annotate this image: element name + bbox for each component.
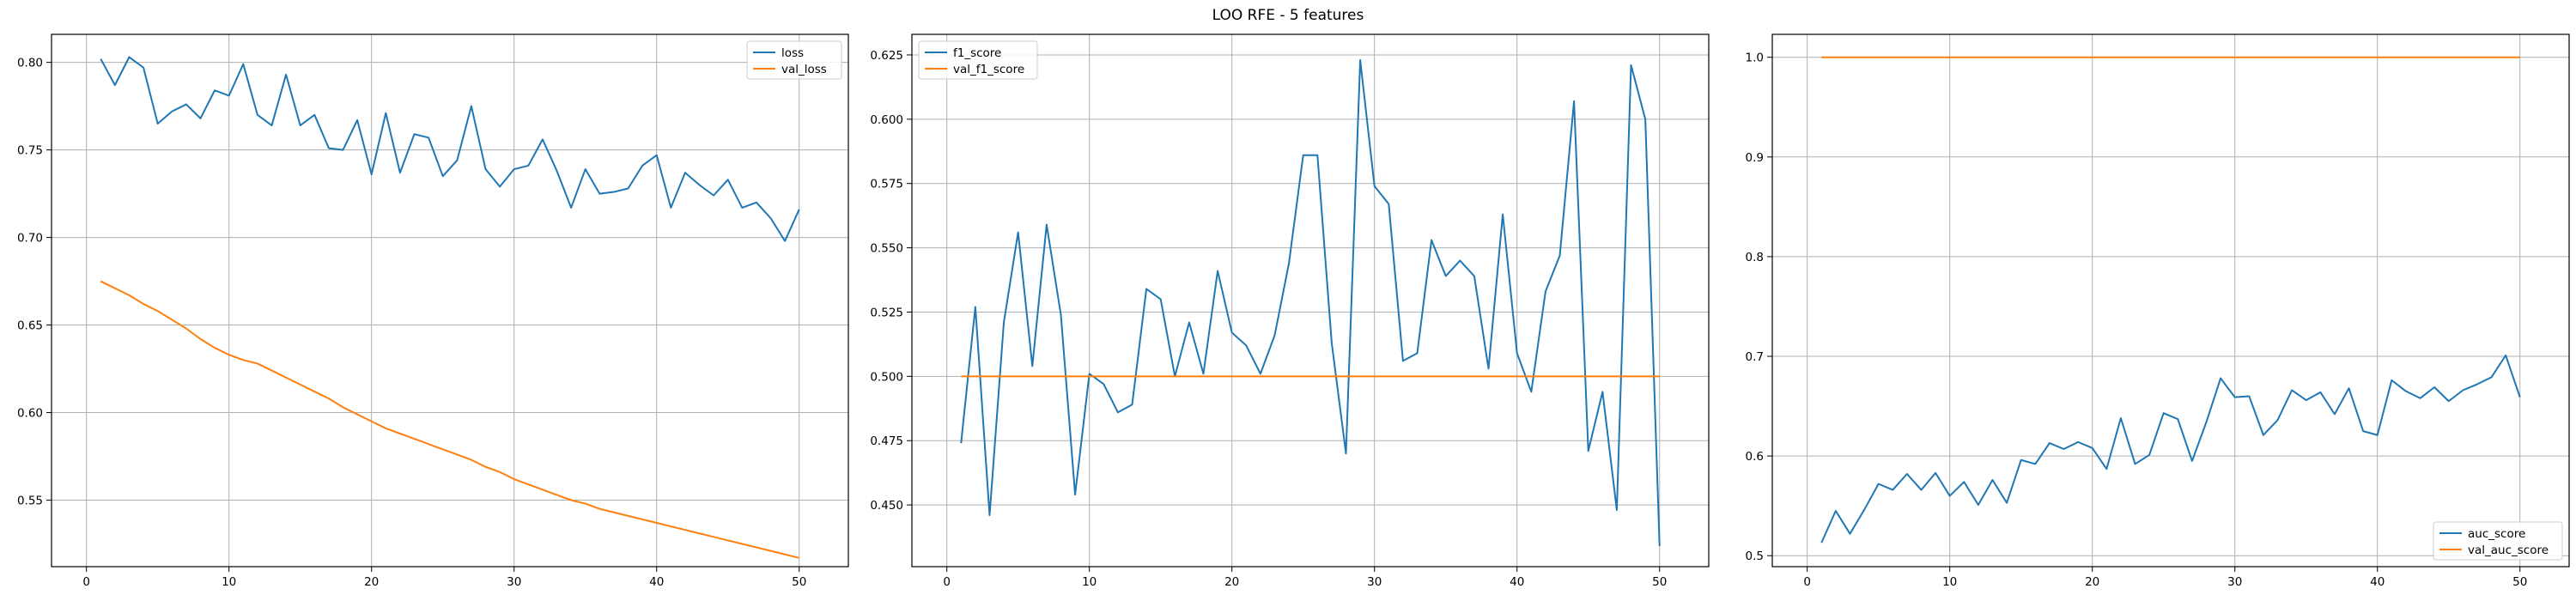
y-tick-label: 0.9 (1746, 151, 1764, 165)
y-tick-label: 0.525 (870, 306, 903, 319)
series-line-val-loss (100, 280, 799, 559)
legend-box (2433, 521, 2563, 561)
plot-frame (51, 33, 849, 568)
y-tick-label: 0.7 (1746, 350, 1764, 364)
y-tick-label: 0.5 (1746, 549, 1764, 563)
x-tick-label: 50 (792, 575, 806, 589)
x-tick-label: 20 (1224, 575, 1239, 589)
y-tick-label: 0.450 (870, 499, 903, 513)
y-tick-label: 0.625 (870, 49, 903, 63)
x-tick-label: 0 (82, 575, 90, 589)
y-tick-label: 0.575 (870, 178, 903, 191)
f1-legend: f1_score val_f1_score (918, 40, 1038, 80)
figure-title: LOO RFE - 5 features (1212, 7, 1364, 24)
legend-label-val-loss: val_loss (781, 63, 827, 76)
y-tick-label: 1.0 (1746, 52, 1764, 65)
x-tick-label: 0 (1803, 575, 1811, 589)
series-line-auc-score (1820, 354, 2521, 543)
x-tick-label: 20 (2085, 575, 2099, 589)
y-tick-label: 0.550 (870, 242, 903, 256)
legend-label-f1-score: f1_score (953, 46, 1001, 60)
x-tick-label: 10 (1942, 575, 1957, 589)
y-tick-label: 0.600 (870, 113, 903, 127)
x-tick-label: 30 (2227, 575, 2242, 589)
y-tick-label: 0.60 (17, 407, 43, 421)
x-tick-label: 30 (507, 575, 521, 589)
legend-label-val-auc-score: val_auc_score (2468, 543, 2549, 557)
y-tick-label: 0.75 (17, 144, 43, 158)
legend-box (918, 40, 1038, 80)
x-tick-label: 40 (2370, 575, 2385, 589)
legend-label-val-f1-score: val_f1_score (953, 63, 1024, 76)
y-tick-label: 0.80 (17, 57, 43, 70)
y-tick-label: 0.65 (17, 319, 43, 333)
legend-label-auc-score: auc_score (2468, 527, 2525, 541)
loss-legend: loss val_loss (746, 40, 842, 80)
y-tick-label: 0.475 (870, 434, 903, 448)
plot-frame (911, 33, 1710, 568)
y-tick-label: 0.55 (17, 495, 43, 508)
legend-label-loss: loss (781, 46, 804, 60)
series-line-loss (100, 56, 800, 242)
x-tick-label: 30 (1367, 575, 1382, 589)
y-tick-label: 0.6 (1746, 450, 1764, 464)
x-tick-label: 50 (1652, 575, 1667, 589)
x-tick-label: 20 (364, 575, 379, 589)
x-tick-label: 50 (2512, 575, 2527, 589)
auc-legend: auc_score val_auc_score (2433, 521, 2563, 561)
x-tick-label: 10 (1082, 575, 1097, 589)
x-tick-label: 40 (1510, 575, 1524, 589)
series-line-f1-score (960, 58, 1661, 547)
plot-frame (1771, 33, 2570, 568)
x-tick-label: 40 (649, 575, 664, 589)
y-tick-label: 0.500 (870, 370, 903, 384)
x-tick-label: 0 (943, 575, 951, 589)
x-tick-label: 10 (222, 575, 236, 589)
y-tick-label: 0.70 (17, 232, 43, 246)
y-tick-label: 0.8 (1746, 251, 1764, 264)
